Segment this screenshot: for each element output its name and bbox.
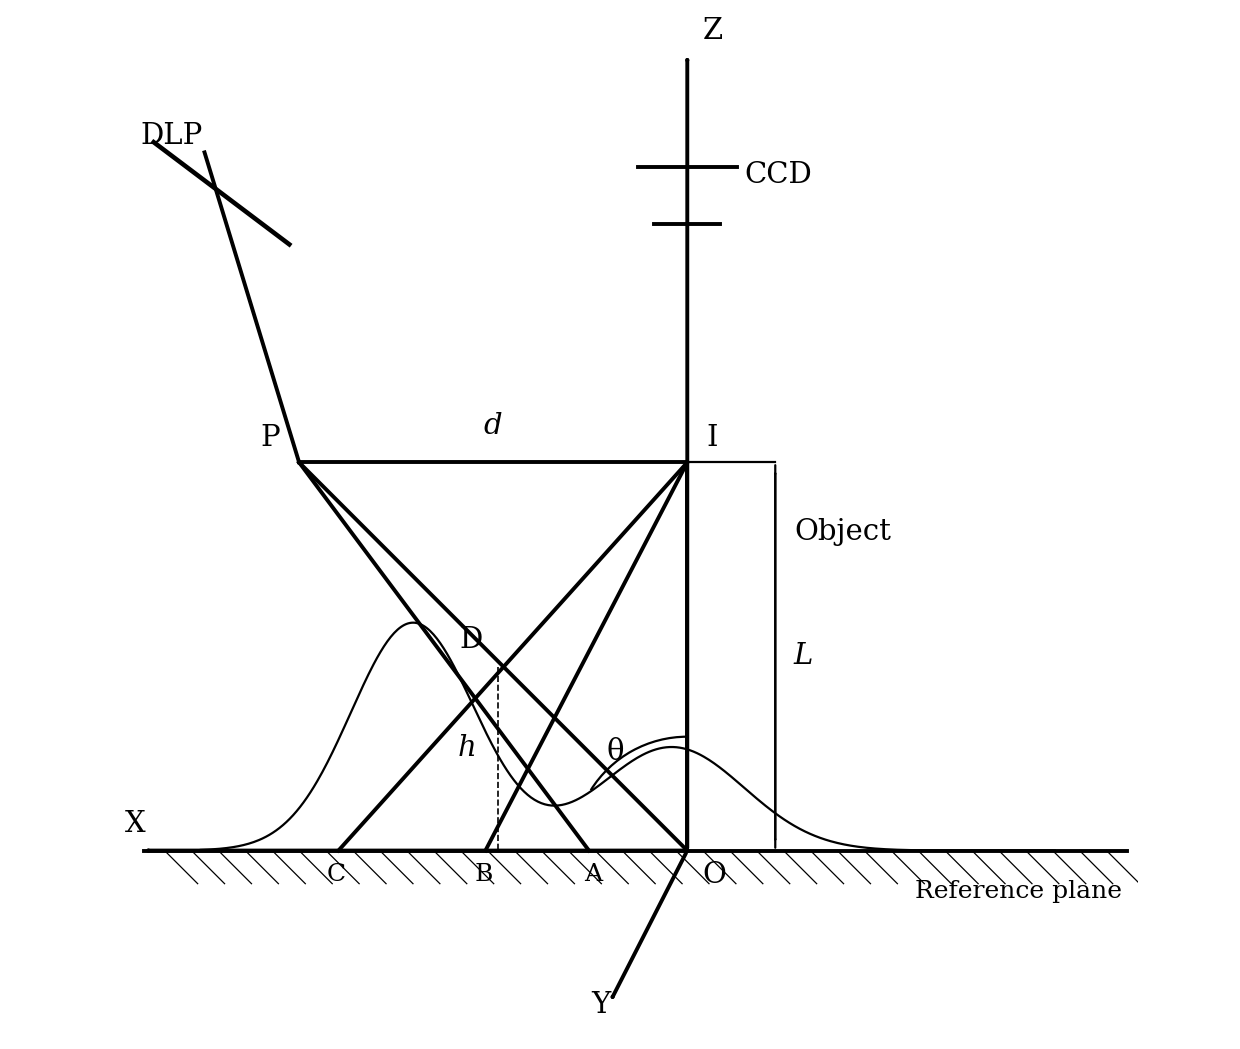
Text: X: X (125, 810, 146, 838)
Text: L: L (794, 642, 813, 670)
Text: DLP: DLP (141, 123, 203, 150)
Text: CCD: CCD (744, 160, 812, 189)
Text: A: A (584, 863, 603, 886)
Text: θ: θ (606, 738, 624, 766)
Text: B: B (474, 863, 492, 886)
Text: Y: Y (591, 991, 611, 1020)
Text: C: C (327, 863, 346, 886)
Text: h: h (458, 734, 476, 763)
Text: Reference plane: Reference plane (915, 879, 1122, 902)
Text: Z: Z (703, 17, 723, 45)
Text: D: D (460, 626, 482, 655)
Text: I: I (706, 424, 718, 452)
Text: d: d (484, 411, 502, 440)
Text: Object: Object (794, 518, 890, 547)
Text: P: P (260, 424, 280, 452)
Text: O: O (703, 861, 727, 889)
